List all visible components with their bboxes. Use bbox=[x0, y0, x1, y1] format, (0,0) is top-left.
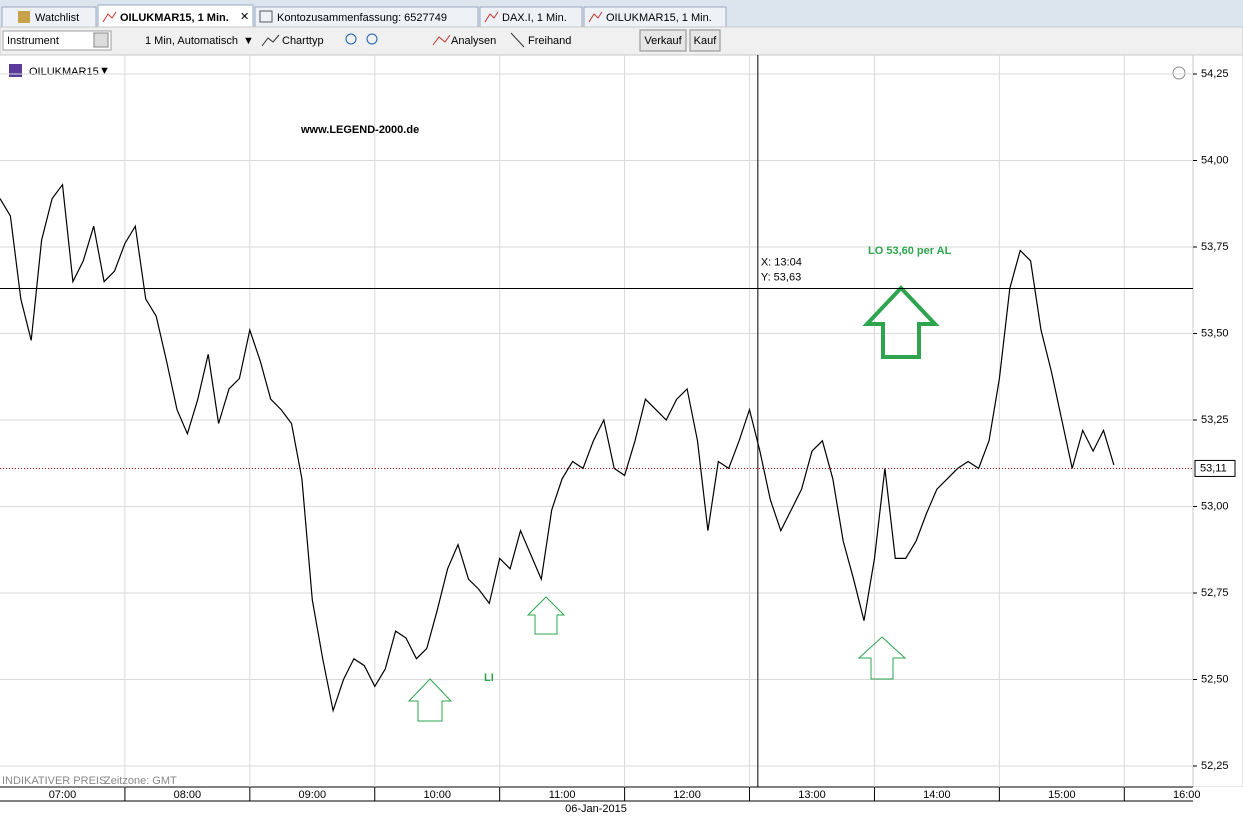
crosshair-label: Y: 53,63 bbox=[761, 271, 801, 283]
x-tick-label: 14:00 bbox=[923, 789, 951, 801]
x-tick-label: 11:00 bbox=[549, 789, 576, 801]
date-label: 06-Jan-2015 bbox=[565, 803, 627, 815]
instrument-input[interactable] bbox=[2, 30, 112, 51]
tab[interactable]: OILUKMAR15, 1 Min. ✕ bbox=[97, 4, 254, 29]
tab[interactable]: DAX.I, 1 Min. bbox=[479, 6, 583, 28]
tab-label[interactable]: Watchlist bbox=[35, 12, 79, 24]
crosshair-label: X: 13:04 bbox=[761, 256, 802, 268]
x-tick-label: 07:00 bbox=[49, 789, 77, 801]
y-tick-label: 53,50 bbox=[1201, 327, 1229, 339]
x-tick-label: 10:00 bbox=[423, 789, 451, 801]
price-badge-label: 53,11 bbox=[1200, 462, 1227, 474]
close-icon[interactable]: ✕ bbox=[240, 11, 249, 23]
x-tick-label: 12:00 bbox=[673, 789, 701, 801]
interval-dropdown[interactable]: 1 Min, Automatisch bbox=[145, 35, 238, 47]
lookup-button[interactable] bbox=[93, 32, 109, 48]
sell-label[interactable]: Verkauf bbox=[644, 35, 682, 47]
y-tick-label: 53,00 bbox=[1201, 500, 1229, 512]
freehand-icon[interactable] bbox=[510, 32, 525, 48]
buy-button[interactable] bbox=[689, 29, 721, 52]
y-tick-label: 54,25 bbox=[1201, 68, 1229, 80]
watermark: www.LEGEND-2000.de bbox=[300, 124, 419, 136]
buy-label[interactable]: Kauf bbox=[694, 35, 718, 47]
tab[interactable]: Watchlist bbox=[1, 6, 97, 28]
x-tick-label: 13:00 bbox=[798, 789, 826, 801]
y-tick-label: 53,75 bbox=[1201, 241, 1229, 253]
signal-note: LO 53,60 per AL bbox=[868, 245, 952, 257]
tab-label[interactable]: DAX.I, 1 Min. bbox=[502, 12, 567, 24]
y-tick-label: 54,00 bbox=[1201, 154, 1229, 166]
sell-button[interactable] bbox=[639, 29, 687, 52]
up-arrow bbox=[857, 636, 907, 680]
tab[interactable]: OILUKMAR15, 1 Min. bbox=[583, 6, 727, 28]
instrument-name[interactable]: OILUKMAR15 bbox=[29, 66, 99, 78]
y-tick-label: 53,25 bbox=[1201, 414, 1229, 426]
dropdown-arrow[interactable]: ▼ bbox=[243, 35, 254, 47]
toolbar bbox=[0, 26, 1243, 56]
analysis-icon[interactable] bbox=[432, 34, 451, 46]
signal-note: LI bbox=[484, 672, 494, 684]
analysis-dropdown[interactable]: Analysen bbox=[451, 35, 496, 47]
up-arrow bbox=[862, 285, 940, 359]
up-arrow bbox=[526, 596, 566, 635]
y-tick-label: 52,25 bbox=[1201, 760, 1229, 772]
instrument-icon bbox=[9, 64, 22, 77]
zoom-in[interactable] bbox=[345, 33, 357, 45]
timezone-note: Zeitzone: GMT bbox=[104, 775, 177, 787]
price-line-series bbox=[0, 183, 1115, 713]
price-axis bbox=[1192, 54, 1243, 788]
plot-area bbox=[0, 55, 1193, 787]
up-arrow bbox=[407, 678, 453, 722]
x-tick-label: 09:00 bbox=[299, 789, 327, 801]
instrument-placeholder[interactable]: Instrument bbox=[7, 35, 59, 47]
x-tick-label: 16:00 bbox=[1173, 789, 1201, 801]
y-tick-label: 52,75 bbox=[1201, 587, 1229, 599]
price-badge bbox=[1194, 459, 1236, 477]
charttype-icon[interactable] bbox=[261, 34, 280, 47]
freehand-dropdown[interactable]: Freihand bbox=[528, 35, 571, 47]
charttype-dropdown[interactable]: Charttyp bbox=[282, 35, 324, 47]
y-tick-label: 52,50 bbox=[1201, 673, 1229, 685]
footer-note: INDIKATIVER PREIS bbox=[2, 775, 106, 787]
x-tick-label: 08:00 bbox=[174, 789, 202, 801]
tab[interactable]: Kontozusammenfassung: 6527749 bbox=[254, 6, 479, 28]
x-tick-label: 15:00 bbox=[1048, 789, 1076, 801]
tab-label[interactable]: OILUKMAR15, 1 Min. bbox=[120, 12, 229, 24]
tab-label[interactable]: Kontozusammenfassung: 6527749 bbox=[277, 12, 447, 24]
tab-label[interactable]: OILUKMAR15, 1 Min. bbox=[606, 12, 712, 24]
dropdown-arrow[interactable]: ▼ bbox=[99, 65, 110, 77]
clock-icon[interactable] bbox=[1172, 66, 1186, 80]
zoom-out[interactable] bbox=[366, 33, 378, 45]
